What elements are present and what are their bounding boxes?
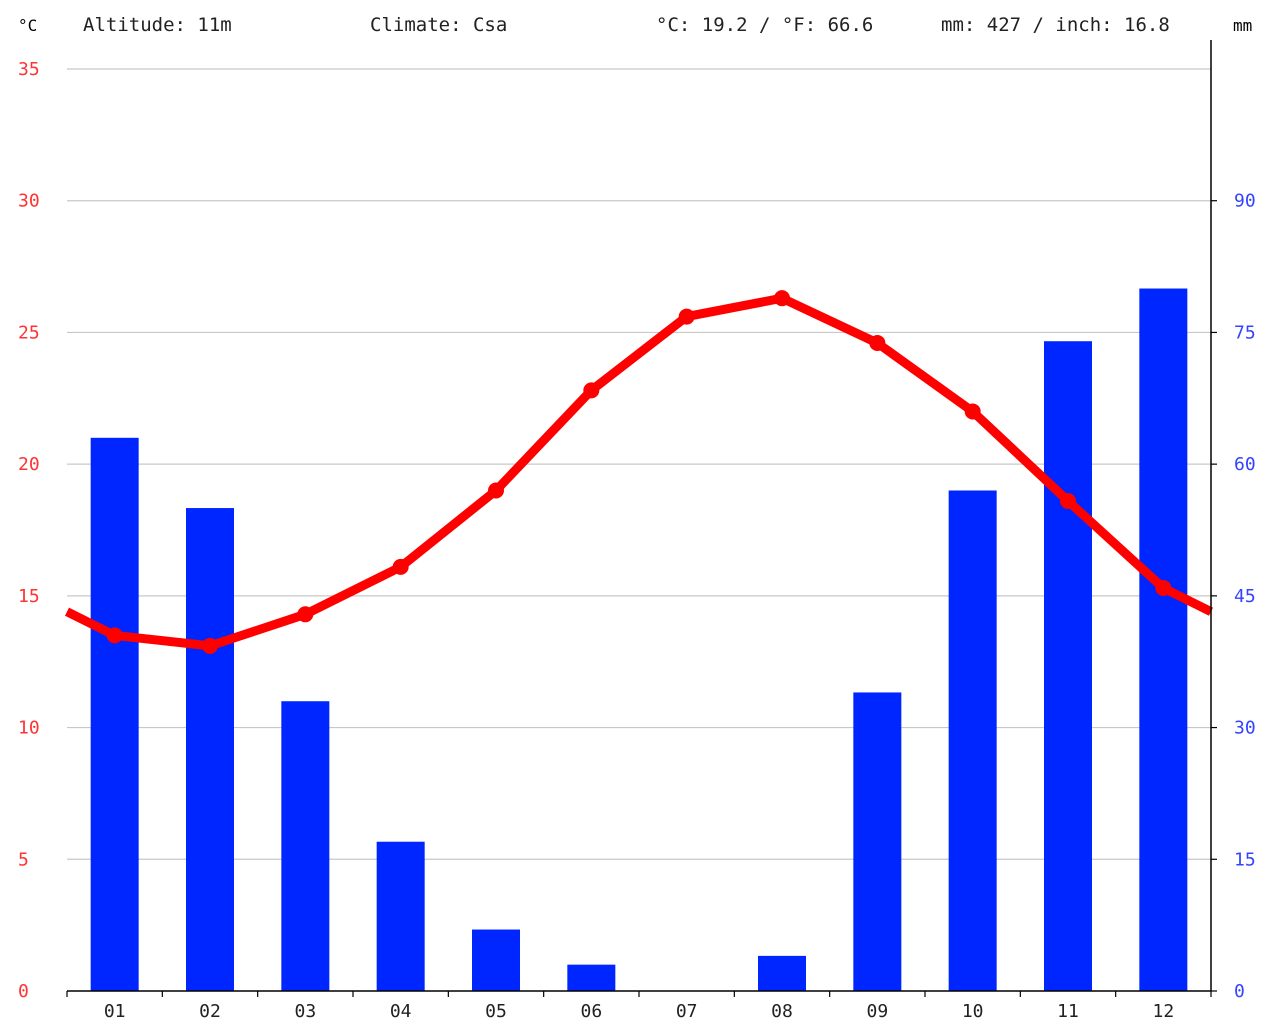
precipitation-bar-05	[472, 929, 520, 991]
precipitation-total-label: mm: 427 / inch: 16.8	[941, 14, 1170, 36]
precipitation-bar-10	[948, 490, 997, 991]
left-tick-label-10: 10	[18, 718, 40, 739]
temperature-point-07	[678, 308, 695, 325]
month-label-08: 08	[771, 1001, 793, 1022]
left-axis-ticks: 0 5 10 15 20 25 30 35	[18, 59, 40, 1002]
precipitation-bar-09	[853, 692, 902, 991]
temperature-point-12	[1155, 579, 1172, 596]
month-label-01: 01	[104, 1001, 126, 1022]
temperature-point-06	[583, 382, 600, 399]
left-tick-label-15: 15	[18, 586, 40, 607]
right-tick-label-90: 90	[1234, 191, 1256, 212]
month-label-05: 05	[485, 1001, 507, 1022]
right-tick-label-45: 45	[1234, 586, 1256, 607]
month-label-11: 11	[1057, 1001, 1079, 1022]
right-axis-ticks: 0 15 30 45 60 75 90	[1234, 191, 1256, 1002]
month-axis-ticks: 01 02 03 04 05 06 07 08 09 10 11 12	[104, 1001, 1174, 1022]
precipitation-bar-04	[376, 841, 425, 991]
precipitation-bar-01	[90, 437, 139, 991]
month-label-07: 07	[676, 1001, 698, 1022]
right-tick-label-0: 0	[1234, 981, 1245, 1002]
precipitation-bar-02	[186, 508, 234, 991]
right-tick-label-60: 60	[1234, 454, 1256, 475]
month-label-12: 12	[1152, 1001, 1174, 1022]
right-tick-label-30: 30	[1234, 718, 1256, 739]
temperature-point-02	[202, 637, 218, 654]
left-tick-label-25: 25	[18, 322, 40, 343]
right-tick-label-15: 15	[1234, 849, 1256, 870]
month-label-04: 04	[390, 1001, 412, 1022]
precipitation-bar-11	[1044, 341, 1092, 991]
precipitation-bar-12	[1139, 288, 1188, 991]
month-label-10: 10	[962, 1001, 984, 1022]
precipitation-bars	[90, 288, 1188, 991]
temperature-line	[64, 290, 1214, 654]
left-tick-label-30: 30	[18, 191, 40, 212]
axes	[66, 40, 1217, 997]
left-tick-label-20: 20	[18, 454, 40, 475]
precipitation-bar-03	[281, 701, 330, 991]
altitude-label: Altitude: 11m	[83, 14, 232, 36]
precipitation-bar-08	[758, 955, 806, 991]
temperature-point-05	[488, 482, 504, 499]
left-tick-label-5: 5	[18, 849, 29, 870]
month-label-06: 06	[580, 1001, 602, 1022]
right-axis-unit: mm	[1233, 16, 1252, 35]
left-axis-unit: °C	[18, 16, 37, 35]
temperature-polyline	[64, 293, 1214, 651]
temperature-point-09	[869, 334, 886, 351]
right-tick-label-75: 75	[1234, 322, 1256, 343]
left-tick-label-0: 0	[18, 981, 29, 1002]
temperature-point-10	[964, 403, 981, 420]
left-tick-label-35: 35	[18, 59, 40, 80]
temperature-average-label: °C: 19.2 / °F: 66.6	[656, 14, 873, 36]
month-label-02: 02	[199, 1001, 221, 1022]
month-label-09: 09	[866, 1001, 888, 1022]
precipitation-bar-06	[567, 964, 616, 991]
gridlines	[67, 68, 1211, 860]
temperature-point-01	[106, 627, 123, 644]
climate-label: Climate: Csa	[370, 14, 507, 36]
month-label-03: 03	[294, 1001, 316, 1022]
temperature-point-11	[1060, 493, 1076, 510]
temperature-point-08	[774, 290, 790, 307]
temperature-point-04	[392, 558, 409, 575]
temperature-point-03	[297, 606, 314, 623]
